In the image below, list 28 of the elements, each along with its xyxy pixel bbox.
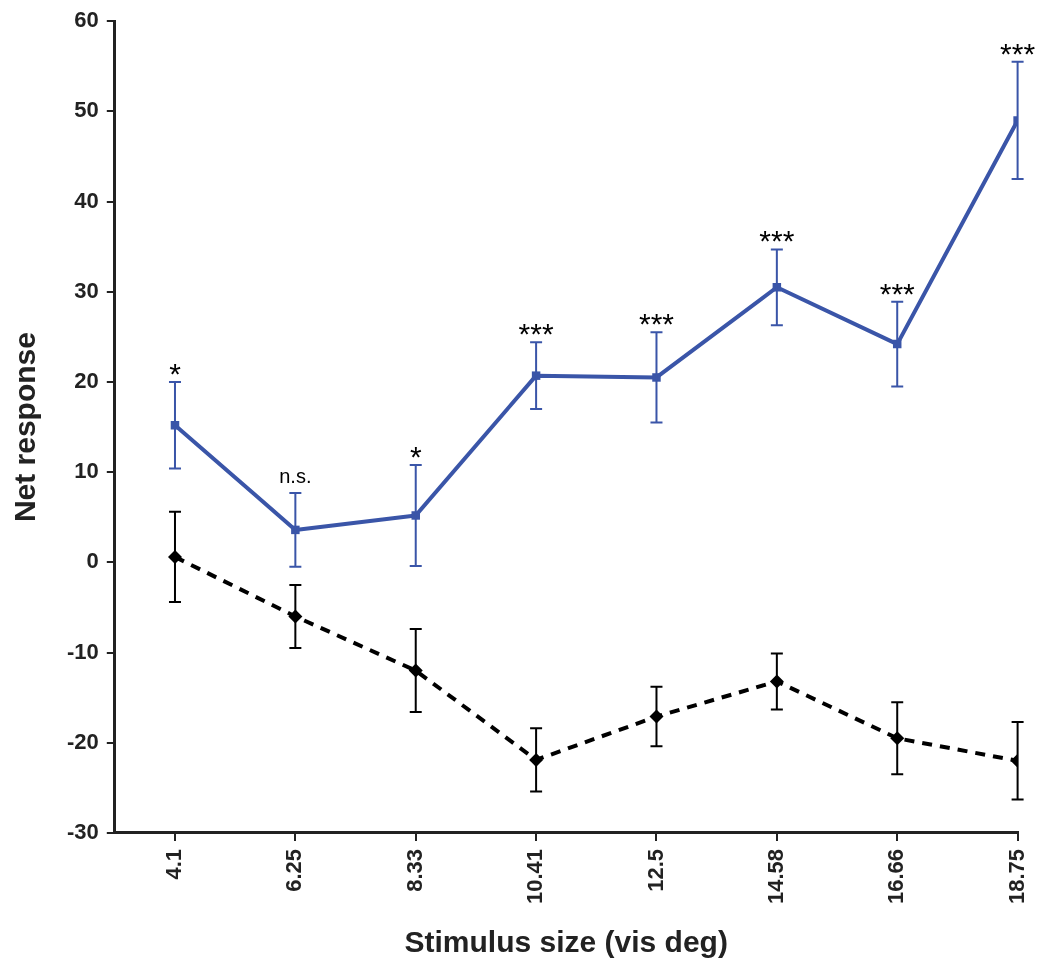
annotation: *** bbox=[638, 307, 675, 341]
x-tick-label: 18.75 bbox=[1003, 848, 1029, 905]
y-tick-label: -20 bbox=[67, 728, 99, 754]
annotation: *** bbox=[879, 276, 916, 310]
y-tick-label: 10 bbox=[74, 458, 99, 484]
x-tick-label: 14.58 bbox=[762, 848, 788, 905]
x-tick-label: 4.1 bbox=[161, 848, 187, 880]
y-tick-label: 20 bbox=[74, 368, 99, 394]
annotation: *** bbox=[1000, 36, 1036, 70]
annotation: *** bbox=[759, 224, 795, 258]
x-tick-label: 12.5 bbox=[642, 848, 668, 892]
annotation: *** bbox=[518, 317, 554, 351]
annotation: * bbox=[409, 439, 422, 473]
y-axis-title: Net response bbox=[8, 332, 42, 523]
y-tick-label: 40 bbox=[74, 187, 99, 213]
y-tick-label: 60 bbox=[74, 7, 99, 33]
x-tick-label: 6.25 bbox=[281, 848, 307, 892]
annotation: n.s. bbox=[279, 464, 312, 487]
y-tick-label: -10 bbox=[67, 638, 99, 664]
y-tick-label: -30 bbox=[67, 819, 99, 845]
x-tick-label: 8.33 bbox=[401, 848, 427, 892]
x-tick-label: 10.41 bbox=[522, 848, 548, 905]
y-tick-label: 50 bbox=[74, 97, 99, 123]
y-tick-label: 0 bbox=[86, 548, 99, 574]
annotation: * bbox=[169, 356, 182, 390]
x-axis-title: Stimulus size (vis deg) bbox=[404, 925, 728, 959]
x-tick-label: 16.66 bbox=[883, 848, 909, 905]
y-tick-label: 30 bbox=[74, 277, 99, 303]
